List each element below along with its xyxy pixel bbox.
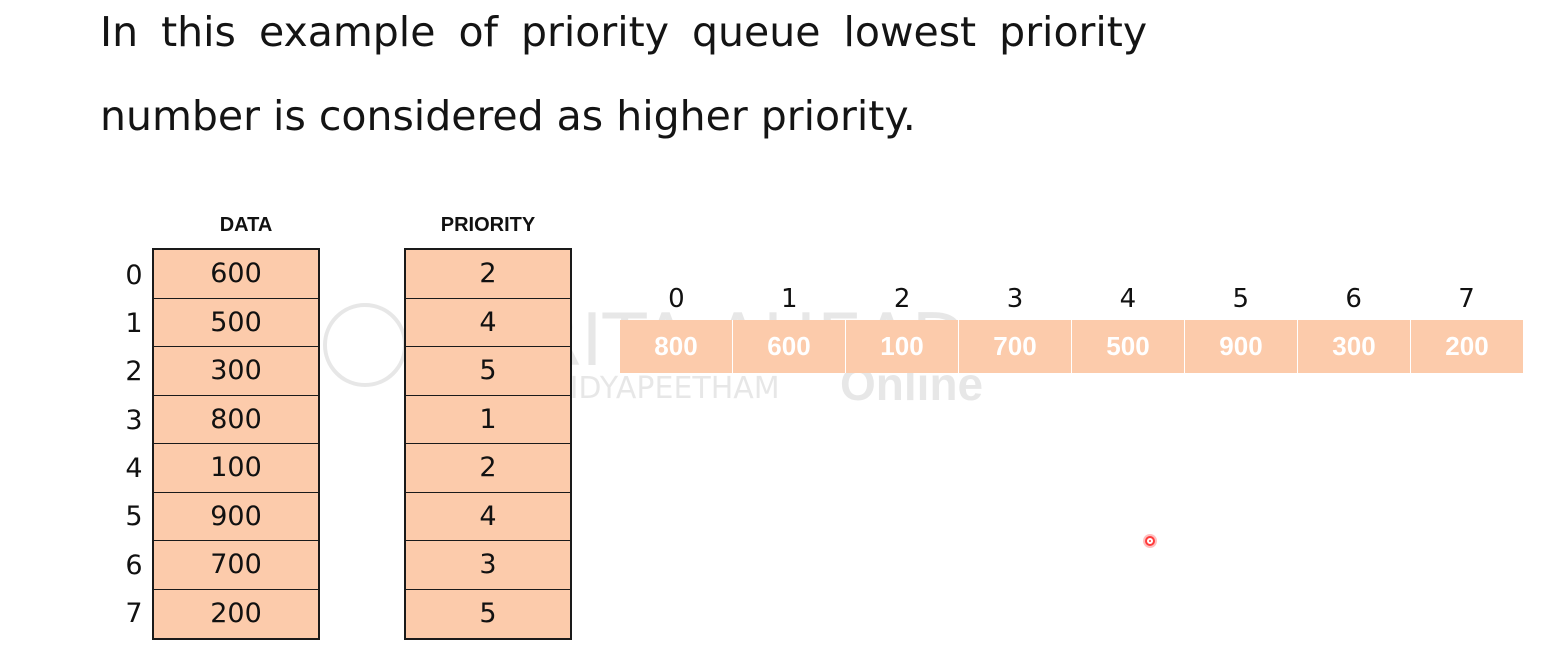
data-cell: 500	[154, 299, 318, 347]
queue-index: 6	[1345, 284, 1362, 314]
priority-cell: 2	[406, 444, 570, 493]
data-cell: 600	[154, 250, 318, 299]
queue-cell: 600	[733, 320, 846, 373]
queue-index: 0	[668, 284, 685, 314]
queue-cell: 300	[1298, 320, 1411, 373]
queue-cell: 700	[959, 320, 1072, 373]
data-cell: 800	[154, 396, 318, 444]
queue-index: 1	[781, 284, 798, 314]
queue-index: 3	[1006, 284, 1024, 314]
priority-queue-array: 800 600 100 700 500 900 300 200	[620, 320, 1523, 373]
data-cell: 200	[210, 598, 262, 630]
queue-cell: 500	[1072, 320, 1185, 373]
queue-index: 7	[1458, 284, 1475, 314]
data-cell: 100	[154, 444, 318, 493]
row-index: 5	[125, 501, 143, 532]
priority-cell: 5	[479, 598, 497, 630]
row-index: 0	[125, 260, 143, 291]
row-index: 4	[125, 453, 143, 484]
queue-cell: 100	[846, 320, 959, 373]
row-index: 2	[125, 356, 143, 387]
priority-cell: 4	[406, 493, 570, 541]
queue-index: 4	[1119, 284, 1137, 314]
priority-table: 2 4 5 1 2 4 3 5	[404, 248, 572, 640]
queue-cell: 800	[620, 320, 733, 373]
data-cell: 700	[154, 541, 318, 590]
row-index: 3	[125, 405, 143, 436]
priority-cell: 1	[406, 396, 570, 444]
queue-index: 2	[893, 284, 911, 314]
priority-cell: 3	[406, 541, 570, 590]
laser-pointer-icon	[1145, 536, 1155, 546]
row-index: 7	[125, 598, 143, 629]
data-cell: 300	[154, 347, 318, 396]
emblem-icon	[323, 303, 407, 387]
queue-cell: 900	[1185, 320, 1298, 373]
row-index: 1	[125, 308, 143, 339]
data-cell: 900	[154, 493, 318, 541]
queue-index-row: 0 1 2 3 4 5 6 7	[620, 284, 1523, 314]
queue-cell: 200	[1445, 331, 1489, 361]
priority-cell: 5	[406, 347, 570, 396]
queue-index: 5	[1232, 284, 1250, 314]
data-table: 600 500 300 800 100 900 700 200	[152, 248, 320, 640]
priority-cell: 4	[406, 299, 570, 347]
row-index: 6	[125, 550, 143, 581]
priority-column-header: PRIORITY	[440, 214, 536, 236]
priority-cell: 2	[406, 250, 570, 299]
intro-text-line-1: In this example of priority queue lowest…	[100, 8, 1148, 56]
intro-text-line-2: number is considered as higher priority.	[100, 92, 916, 140]
data-column-header: DATA	[219, 214, 273, 236]
